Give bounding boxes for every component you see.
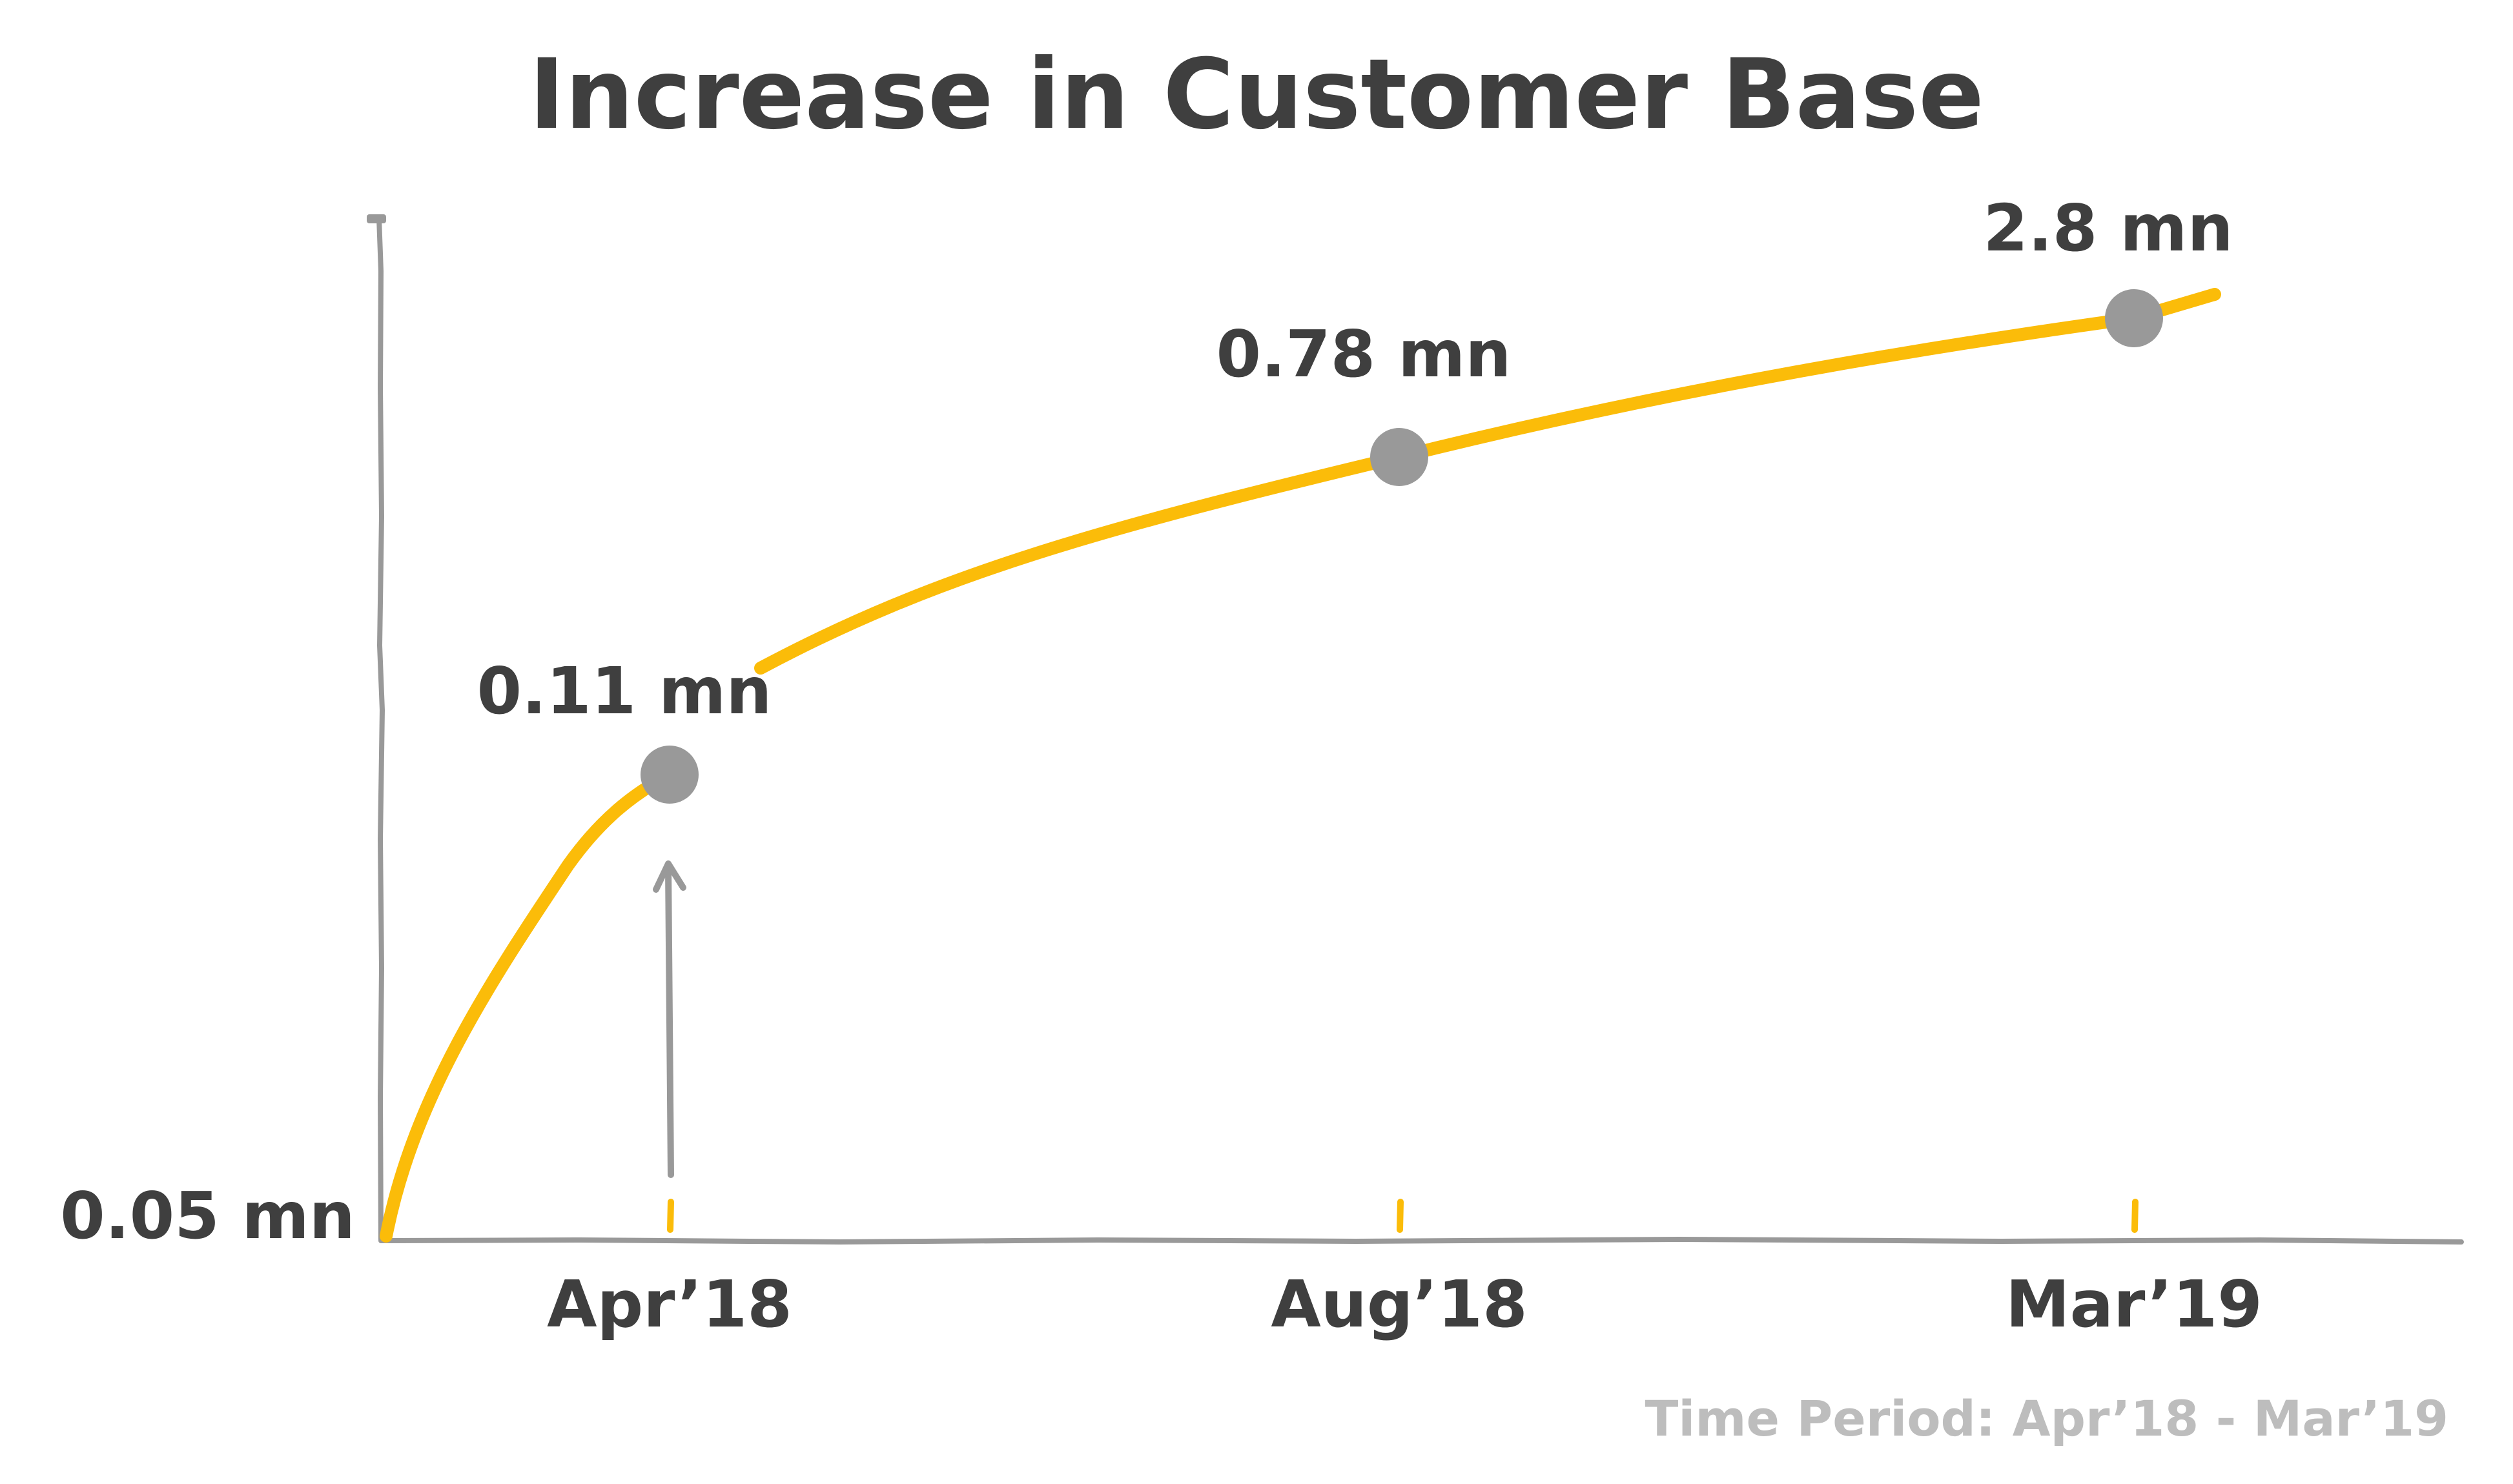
series-line-segment-start	[380, 768, 676, 1243]
x-tick-label: Mar’19	[2005, 1266, 2262, 1342]
x-tick-label: Aug’18	[1271, 1266, 1527, 1342]
data-labels: 0.11 mn 0.78 mn 2.8 mn	[477, 190, 2233, 729]
y-start-label: 0.05 mn	[60, 1178, 355, 1254]
x-axis	[378, 1236, 2464, 1245]
data-points	[641, 289, 2163, 804]
y-axis-cap	[367, 214, 386, 223]
arrow-up-icon	[653, 860, 686, 1178]
time-period-footnote: Time Period: Apr’18 - Mar’19	[1645, 1390, 2448, 1447]
x-tick-label: Apr’18	[547, 1266, 792, 1342]
data-point	[2105, 289, 2163, 347]
y-axis	[374, 216, 385, 1242]
x-ticks	[667, 1199, 2139, 1233]
x-tick	[667, 1199, 674, 1233]
chart-title: Increase in Customer Base	[529, 39, 1984, 151]
data-label: 0.11 mn	[477, 653, 772, 729]
data-point	[1370, 428, 1428, 486]
data-point	[641, 746, 699, 804]
data-label: 2.8 mn	[1983, 190, 2233, 266]
x-tick-labels: Apr’18 Aug’18 Mar’19	[547, 1266, 2262, 1342]
data-label: 0.78 mn	[1216, 316, 1512, 392]
